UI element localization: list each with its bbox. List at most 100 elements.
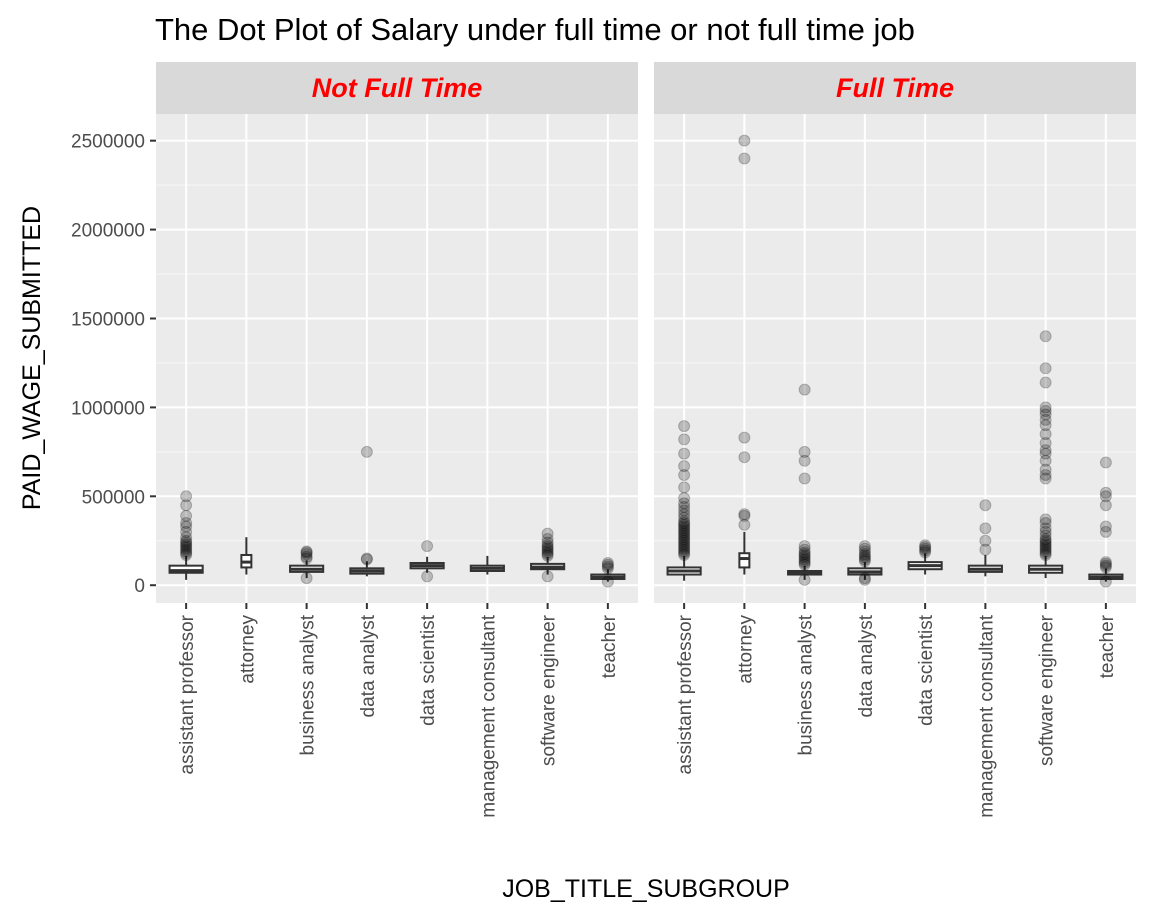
outlier-point bbox=[919, 544, 932, 557]
outlier-point bbox=[180, 531, 193, 544]
outlier-point bbox=[180, 545, 193, 558]
outlier-point bbox=[1039, 436, 1052, 449]
outlier-point bbox=[678, 500, 691, 513]
outlier-point bbox=[180, 543, 193, 556]
outlier-point bbox=[1039, 516, 1052, 529]
outlier-point bbox=[1039, 547, 1052, 560]
x-tick-label: assistant professor bbox=[177, 614, 198, 774]
outlier-point bbox=[678, 420, 691, 433]
outlier-point bbox=[1039, 543, 1052, 556]
outlier-point bbox=[678, 508, 691, 521]
outlier-point bbox=[678, 460, 691, 473]
outlier-point bbox=[1099, 486, 1112, 499]
outlier-point bbox=[601, 560, 614, 573]
outlier-point bbox=[1099, 561, 1112, 574]
box-not-full-time-management-consultant bbox=[469, 555, 505, 575]
outlier-point bbox=[1039, 401, 1052, 414]
y-tick-label: 1500000 bbox=[71, 309, 145, 330]
outlier-point bbox=[738, 508, 751, 521]
outlier-point bbox=[541, 542, 554, 555]
outlier-point bbox=[1099, 499, 1112, 512]
outlier-point bbox=[678, 529, 691, 542]
outlier-point bbox=[1039, 454, 1052, 467]
box-full-time-teacher bbox=[1088, 456, 1124, 588]
outlier-point bbox=[1039, 404, 1052, 417]
outlier-point bbox=[678, 497, 691, 510]
outlier-point bbox=[180, 516, 193, 529]
outlier-point bbox=[738, 431, 751, 444]
facet-panel-not-full-time: Not Full Time assistant professor attorney… bbox=[156, 62, 638, 818]
outlier-point bbox=[1099, 456, 1112, 469]
outlier-point bbox=[979, 522, 992, 535]
outlier-point bbox=[919, 540, 932, 553]
outlier-point bbox=[601, 556, 614, 569]
outlier-point bbox=[421, 540, 434, 553]
facet-strip-label-not-full-time: Not Full Time bbox=[312, 73, 483, 103]
outlier-point bbox=[541, 546, 554, 559]
x-tick-label: attorney bbox=[735, 615, 756, 684]
outlier-point bbox=[979, 499, 992, 512]
box-full-time-assistant-professor bbox=[666, 420, 702, 581]
x-tick-label: management consultant bbox=[976, 614, 997, 818]
outlier-point bbox=[798, 556, 811, 569]
outlier-point bbox=[1039, 540, 1052, 553]
outlier-point bbox=[919, 539, 932, 552]
outlier-point bbox=[180, 541, 193, 554]
outlier-point bbox=[300, 552, 313, 565]
outlier-point bbox=[678, 541, 691, 554]
x-tick-label: attorney bbox=[237, 615, 258, 684]
box-not-full-time-assistant-professor bbox=[168, 490, 204, 580]
x-tick-label: assistant professor bbox=[675, 614, 696, 774]
outlier-point bbox=[180, 548, 193, 561]
outlier-point bbox=[541, 549, 554, 562]
outlier-point bbox=[678, 540, 691, 553]
outlier-point bbox=[541, 540, 554, 553]
outlier-point bbox=[1039, 362, 1052, 375]
outlier-point bbox=[678, 525, 691, 538]
outlier-point bbox=[180, 525, 193, 538]
y-tick-label: 500000 bbox=[82, 487, 145, 508]
outlier-point bbox=[300, 548, 313, 561]
outlier-point bbox=[678, 518, 691, 531]
x-tick-label: business analyst bbox=[298, 614, 319, 755]
outlier-point bbox=[798, 548, 811, 561]
x-tick-label: teacher bbox=[599, 614, 620, 678]
x-tick-label: management consultant bbox=[478, 614, 499, 818]
outlier-point bbox=[1099, 520, 1112, 533]
outlier-point bbox=[300, 545, 313, 558]
x-tick-label: software engineer bbox=[1037, 614, 1058, 766]
outlier-point bbox=[1039, 525, 1052, 538]
outlier-point bbox=[678, 548, 691, 561]
facet-strip-label-full-time: Full Time bbox=[836, 73, 954, 103]
outlier-point bbox=[798, 558, 811, 571]
box-full-time-data-scientist bbox=[907, 539, 943, 575]
outlier-point bbox=[1039, 428, 1052, 441]
outlier-point bbox=[678, 545, 691, 558]
outlier-point bbox=[541, 536, 554, 549]
outlier-point bbox=[858, 548, 871, 561]
outlier-point bbox=[1099, 556, 1112, 569]
outlier-point bbox=[1039, 529, 1052, 542]
outlier-point bbox=[678, 534, 691, 547]
outlier-point bbox=[858, 542, 871, 555]
facet-panels: Not Full Time assistant professor attorney… bbox=[156, 62, 1136, 818]
outlier-point bbox=[300, 572, 313, 585]
outlier-point bbox=[678, 515, 691, 528]
outlier-point bbox=[678, 527, 691, 540]
outlier-point bbox=[180, 538, 193, 551]
outlier-point bbox=[858, 573, 871, 586]
x-tick-label: teacher bbox=[1097, 614, 1118, 678]
outlier-point bbox=[180, 499, 193, 512]
outlier-point bbox=[541, 527, 554, 540]
outlier-point bbox=[1039, 330, 1052, 343]
outlier-point bbox=[919, 546, 932, 559]
outlier-point bbox=[1039, 548, 1052, 561]
outlier-point bbox=[798, 573, 811, 586]
outlier-point bbox=[678, 520, 691, 533]
x-tick-label: data analyst bbox=[856, 614, 877, 717]
outlier-point bbox=[858, 555, 871, 568]
outlier-point bbox=[180, 540, 193, 553]
outlier-point bbox=[979, 543, 992, 556]
outlier-point bbox=[678, 532, 691, 545]
